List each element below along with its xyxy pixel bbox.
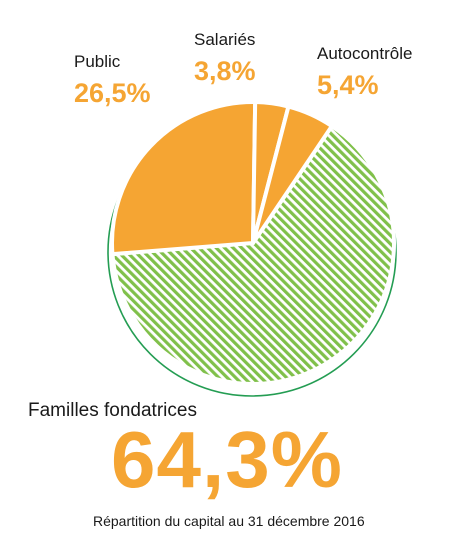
label-public-value: 26,5% [74, 78, 151, 108]
slice-autocontrole [251, 104, 334, 245]
chart-caption: Répartition du capital au 31 décembre 20… [93, 513, 365, 529]
label-salaries-name: Salariés [194, 30, 256, 49]
label-autocontrole-value: 5,4% [317, 70, 379, 100]
label-salaries-value: 3,8% [194, 56, 256, 86]
label-autocontrole: Autocontrôle 5,4% [317, 44, 412, 99]
label-familles-value: 64,3% [111, 415, 343, 504]
label-familles: Familles fondatrices [28, 400, 197, 422]
label-familles-name: Familles fondatrices [28, 400, 197, 421]
slice-familles-fondatrices [110, 124, 397, 386]
label-public-name: Public [74, 52, 121, 71]
slice-public [110, 100, 258, 257]
label-autocontrole-name: Autocontrôle [317, 44, 413, 63]
label-salaries: Salariés 3,8% [194, 30, 256, 85]
label-public: Public 26,5% [74, 52, 151, 107]
